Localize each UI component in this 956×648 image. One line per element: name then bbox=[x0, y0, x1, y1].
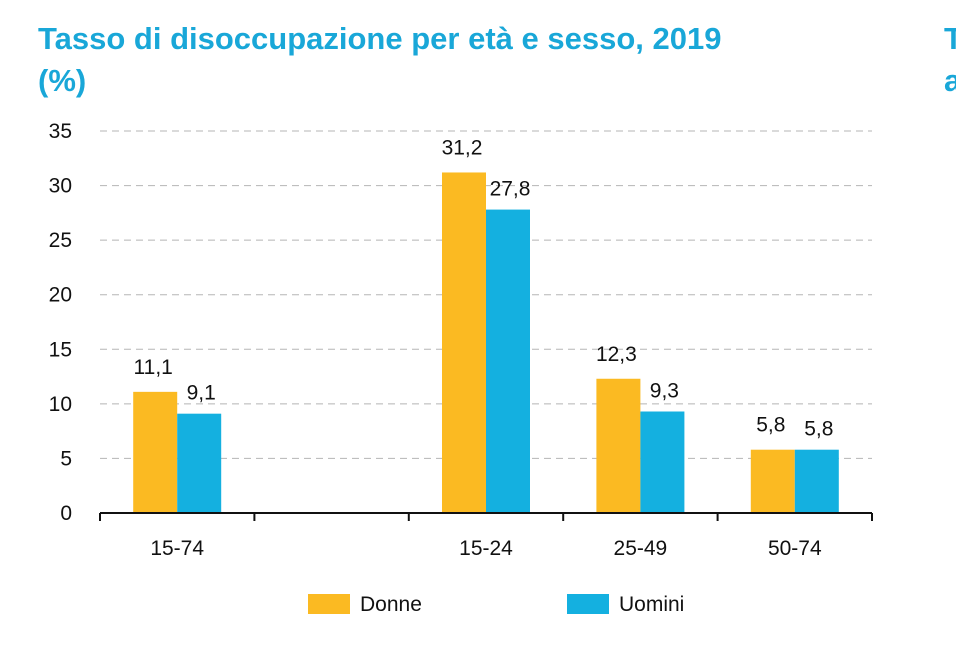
bar-donne bbox=[442, 172, 486, 513]
data-label-uomini: 9,1 bbox=[187, 382, 216, 405]
x-tick-label: 15-24 bbox=[459, 537, 513, 560]
y-tick-label: 20 bbox=[49, 284, 72, 307]
bar-uomini bbox=[486, 209, 530, 513]
legend-label-donne: Donne bbox=[360, 593, 422, 616]
legend-label-uomini: Uomini bbox=[619, 593, 684, 616]
y-tick-label: 30 bbox=[49, 175, 72, 198]
bar-donne bbox=[596, 378, 641, 513]
data-label-donne: 11,1 bbox=[134, 356, 173, 379]
y-tick-label: 0 bbox=[60, 502, 72, 525]
y-tick-label: 10 bbox=[49, 393, 72, 416]
legend-swatch-uomini bbox=[567, 594, 609, 614]
y-tick-label: 5 bbox=[60, 447, 72, 470]
bar-uomini bbox=[640, 411, 685, 513]
neighbor-chart-title-clipped: T a bbox=[944, 18, 956, 102]
data-label-uomini: 27,8 bbox=[490, 178, 531, 201]
x-tick-label: 50-74 bbox=[768, 537, 822, 560]
data-label-donne: 12,3 bbox=[596, 343, 637, 366]
data-label-donne: 31,2 bbox=[442, 136, 483, 159]
y-tick-label: 25 bbox=[49, 229, 72, 252]
neighbor-title-line1: T bbox=[944, 21, 956, 56]
chart-title-line1: Tasso di disoccupazione per età e sesso,… bbox=[38, 21, 722, 56]
y-tick-label: 15 bbox=[49, 338, 72, 361]
bar-uomini bbox=[794, 449, 839, 513]
x-tick-label: 15-74 bbox=[150, 537, 204, 560]
legend-swatch-donne bbox=[308, 594, 350, 614]
neighbor-title-line2: a bbox=[944, 63, 956, 98]
bar-donne bbox=[133, 391, 178, 513]
x-tick-label: 25-49 bbox=[614, 537, 668, 560]
y-tick-label: 35 bbox=[49, 120, 72, 143]
bar-uomini bbox=[177, 413, 222, 513]
data-label-uomini: 5,8 bbox=[804, 418, 833, 441]
bar-donne bbox=[750, 449, 795, 513]
chart-title-line2: (%) bbox=[38, 63, 87, 98]
chart-title: Tasso di disoccupazione per età e sesso,… bbox=[38, 18, 798, 102]
data-label-uomini: 9,3 bbox=[650, 379, 679, 402]
data-label-donne: 5,8 bbox=[756, 414, 785, 437]
